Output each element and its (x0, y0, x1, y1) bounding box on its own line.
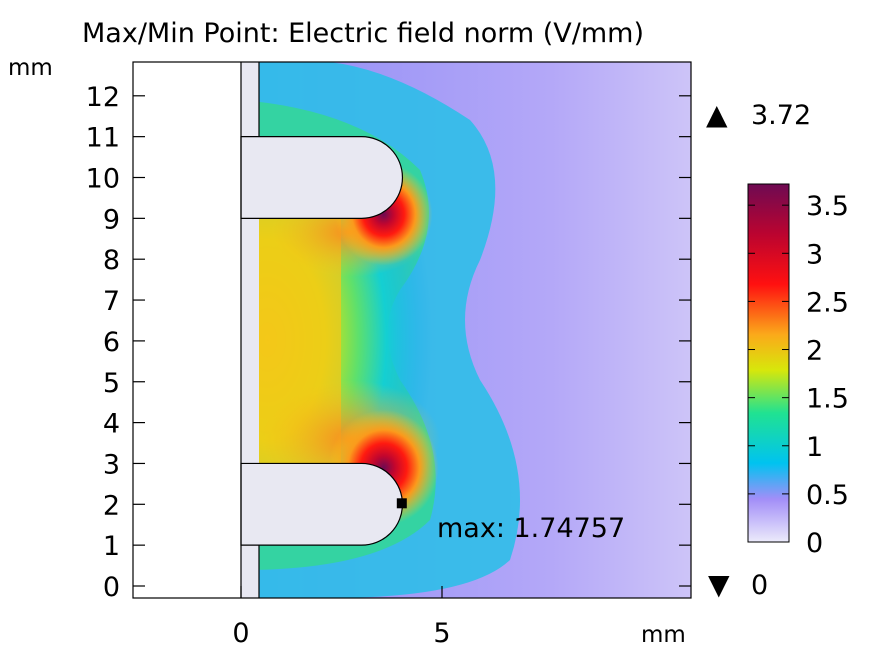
colorbar-tick-label: 3.5 (806, 191, 849, 222)
colorbar-tick-label: 0 (806, 528, 823, 559)
y-tick-label: 1 (103, 531, 120, 562)
colorbar-tick-label: 0.5 (806, 480, 849, 511)
y-tick-label: 5 (103, 368, 120, 399)
y-tick-label: 8 (103, 245, 120, 276)
annotations: max: 1.74757 (396, 498, 625, 544)
colorbar-ticks: 0 0.5 1 1.5 2 2.5 3 3.5 (748, 191, 849, 559)
max-point-marker (396, 498, 407, 509)
y-tick-label: 0 (103, 572, 120, 603)
x-tick-label: 5 (433, 618, 450, 649)
colorbar-tick-label: 3 (806, 239, 823, 270)
colorbar-tick-label: 2 (806, 336, 823, 367)
chart-title: Max/Min Point: Electric field norm (V/mm… (82, 18, 644, 49)
max-marker-arrow: ▲ (706, 98, 728, 131)
electrodes (240, 62, 403, 598)
x-unit-label: mm (641, 622, 686, 648)
electrode-0 (240, 136, 403, 219)
min-marker-arrow: ▼ (708, 568, 730, 601)
max-point-label: max: 1.74757 (437, 513, 625, 544)
left-domain (133, 62, 241, 598)
colorbar-gradient (747, 183, 790, 543)
y-tick-label: 4 (103, 409, 120, 440)
y-tick-label: 12 (86, 82, 120, 113)
y-tick-label: 9 (103, 204, 120, 235)
y-tick-label: 11 (86, 123, 120, 154)
max-marker-value: 3.72 (751, 100, 811, 131)
colorbar-tick-label: 1 (806, 432, 823, 463)
min-marker-value: 0 (751, 570, 768, 601)
plot-frame (132, 61, 692, 599)
colorbar-tick-label: 1.5 (806, 384, 849, 415)
y-tick-label: 7 (103, 286, 120, 317)
y-tick-label: 6 (103, 327, 120, 358)
field-heatmap (133, 62, 691, 598)
electrode-1 (240, 462, 403, 546)
colorbar-tick-label: 2.5 (806, 287, 849, 318)
x-tick-label: 0 (232, 618, 249, 649)
y-tick-label: 3 (103, 449, 120, 480)
y-tick-label: 2 (103, 490, 120, 521)
colorbar: ▲ 3.72 0 0.5 1 1.5 2 2.5 3 3.5 ▼ 0 (706, 98, 849, 601)
y-tick-label: 10 (86, 164, 120, 195)
y-unit-label: mm (8, 55, 53, 81)
